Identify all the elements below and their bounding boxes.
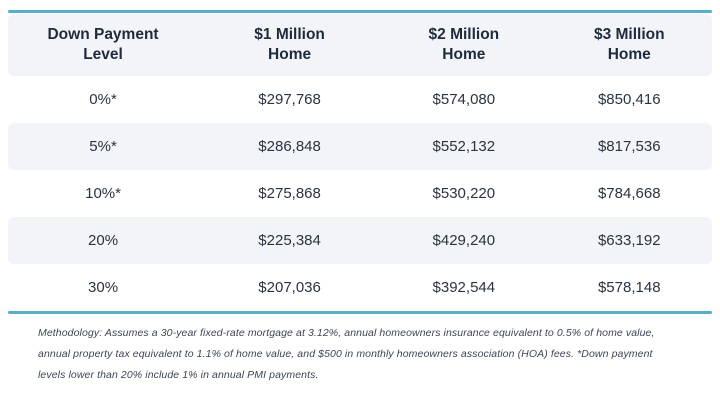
column-header-2-million-home: $2 Million Home	[381, 25, 546, 65]
table-header-row: Down Payment Level $1 Million Home $2 Mi…	[8, 14, 712, 76]
column-header-line: Level	[83, 46, 123, 63]
down-payment-level-cell: 20%	[88, 232, 119, 249]
payment-value-cell: $392,544	[432, 279, 496, 296]
column-header-line: Home	[607, 46, 651, 63]
column-header-line: $1 Million	[254, 26, 325, 43]
column-header-line: $3 Million	[593, 26, 665, 43]
column-header-1-million-home: $1 Million Home	[198, 25, 381, 65]
payment-value-cell: $297,768	[258, 91, 321, 108]
payment-value-cell: $225,384	[258, 232, 321, 249]
payment-value-cell: $552,132	[432, 138, 496, 155]
payment-value-cell: $578,148	[597, 279, 661, 296]
payment-value-cell: $429,240	[432, 232, 496, 249]
column-header-line: Down Payment	[47, 26, 159, 43]
methodology-footnote: Methodology: Assumes a 30-year fixed-rat…	[38, 327, 655, 381]
payment-value-cell: $286,848	[258, 138, 321, 155]
payment-value-cell: $207,036	[258, 279, 321, 296]
down-payment-level-cell: 10%*	[85, 185, 121, 202]
top-accent-rule	[8, 10, 712, 13]
payment-value-cell: $275,868	[258, 185, 321, 202]
payment-value-cell: $850,416	[597, 91, 661, 108]
down-payment-level-cell: 30%	[88, 279, 119, 296]
bottom-accent-rule	[8, 311, 712, 314]
payment-value-cell: $817,536	[597, 138, 661, 155]
column-header-line: Home	[442, 46, 486, 63]
down-payment-level-cell: 5%*	[89, 138, 117, 155]
payment-value-cell: $784,668	[597, 185, 661, 202]
table-row: 0%* $297,768 $574,080 $850,416	[8, 76, 712, 123]
table-row: 5%* $286,848 $552,132 $817,536	[8, 123, 712, 170]
table-row: 10%* $275,868 $530,220 $784,668	[8, 170, 712, 217]
column-header-line: Home	[268, 46, 312, 63]
payment-value-cell: $530,220	[432, 185, 496, 202]
table-row: 20% $225,384 $429,240 $633,192	[8, 217, 712, 264]
column-header-3-million-home: $3 Million Home	[547, 25, 712, 65]
payment-value-cell: $633,192	[597, 232, 661, 249]
down-payment-level-cell: 0%*	[89, 91, 117, 108]
column-header-down-payment-level: Down Payment Level	[8, 25, 198, 65]
payment-value-cell: $574,080	[432, 91, 496, 108]
table-row: 30% $207,036 $392,544 $578,148	[8, 264, 712, 311]
column-header-line: $2 Million	[428, 26, 500, 43]
mortgage-cost-table: Down Payment Level $1 Million Home $2 Mi…	[8, 10, 712, 386]
